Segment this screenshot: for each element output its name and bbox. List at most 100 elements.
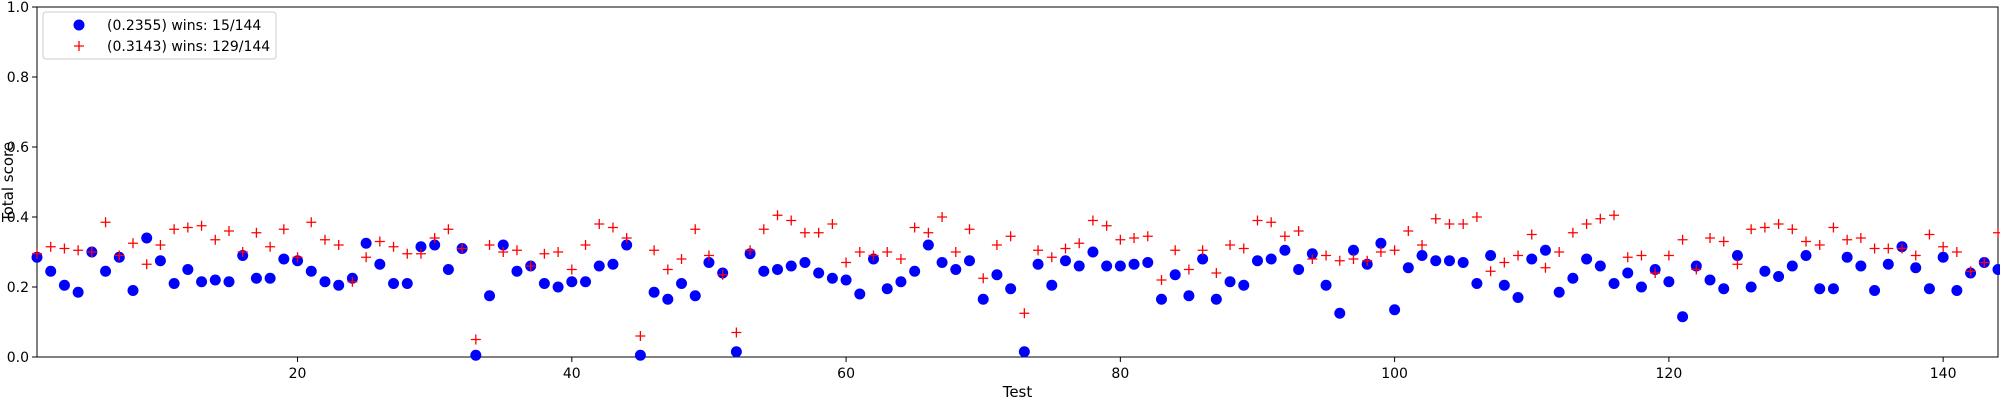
data-point-plus — [758, 224, 769, 235]
data-point-plus — [1362, 255, 1373, 266]
x-tick-label: 40 — [563, 366, 581, 382]
data-point-plus — [1458, 219, 1469, 229]
data-point-plus — [1869, 243, 1880, 254]
data-point-plus — [265, 241, 276, 252]
data-point-plus — [799, 227, 810, 238]
legend-entry-series-1: (0.2355) wins: 15/144 — [107, 18, 261, 34]
data-point-plus — [1910, 250, 1921, 261]
data-point-plus — [868, 250, 879, 261]
data-point-plus — [1293, 226, 1304, 236]
data-point-plus — [731, 327, 742, 338]
y-axis-label: Total score — [0, 142, 17, 223]
data-point-plus — [1142, 231, 1153, 242]
data-point-circle — [401, 278, 413, 289]
data-point-circle — [1142, 257, 1154, 268]
data-point-circle — [1197, 253, 1209, 265]
data-point-plus — [991, 240, 1002, 250]
data-point-plus — [319, 234, 330, 245]
data-point-circle — [1827, 283, 1839, 295]
data-point-circle — [415, 241, 427, 253]
data-point-plus — [498, 247, 509, 257]
data-point-circle — [1814, 283, 1826, 295]
data-point-circle — [1169, 269, 1181, 281]
data-point-plus — [114, 250, 125, 261]
data-point-plus — [1938, 241, 1949, 252]
data-point-circle — [1306, 248, 1318, 260]
data-point-plus — [854, 247, 865, 257]
data-point-plus — [1595, 213, 1606, 224]
data-point-circle — [360, 237, 372, 249]
data-point-plus — [1855, 233, 1866, 243]
data-point-circle — [1128, 258, 1140, 270]
data-point-plus — [635, 331, 646, 341]
data-point-plus — [511, 245, 522, 256]
data-point-plus — [443, 224, 454, 235]
data-point-plus — [1389, 245, 1400, 256]
data-point-plus — [1033, 245, 1044, 256]
data-point-circle — [1526, 253, 1538, 265]
data-point-plus — [950, 247, 961, 257]
data-point-circle — [1923, 283, 1935, 295]
data-point-circle — [758, 265, 770, 277]
data-point-circle — [580, 276, 592, 288]
data-point-plus — [1554, 247, 1565, 257]
data-point-plus — [1334, 255, 1345, 266]
data-point-circle — [264, 272, 276, 284]
data-point-circle — [1581, 253, 1593, 265]
data-point-plus — [553, 247, 564, 257]
data-point-circle — [1539, 244, 1551, 256]
data-point-plus — [1636, 250, 1647, 261]
x-tick-label: 140 — [1930, 366, 1957, 382]
data-point-circle — [1224, 276, 1236, 288]
data-point-plus — [1951, 247, 1962, 257]
data-point-circle — [1265, 253, 1277, 265]
data-point-plus — [1403, 226, 1414, 236]
data-point-plus — [1005, 231, 1016, 242]
data-point-circle — [250, 272, 262, 284]
data-point-circle — [1869, 285, 1881, 296]
data-point-plus — [827, 219, 838, 229]
x-axis: 20 40 60 80 100 120 140 — [289, 357, 1957, 382]
data-point-plus — [388, 241, 399, 252]
data-point-plus — [772, 210, 783, 221]
data-point-circle — [1992, 264, 2000, 275]
data-point-circle — [1745, 281, 1757, 293]
data-point-plus — [978, 273, 989, 284]
data-point-circle — [388, 278, 400, 289]
data-point-plus — [649, 245, 660, 256]
data-point-plus — [1993, 227, 2000, 238]
data-point-plus — [841, 257, 852, 268]
legend-entry-series-2: (0.3143) wins: 129/144 — [107, 39, 270, 55]
data-point-plus — [1526, 229, 1537, 240]
data-point-circle — [511, 265, 523, 277]
data-point-plus — [1252, 215, 1263, 226]
data-point-circle — [1416, 250, 1428, 261]
data-point-circle — [552, 281, 564, 293]
data-point-circle — [1622, 267, 1634, 279]
data-point-plus — [1622, 252, 1633, 263]
data-point-circle — [1718, 283, 1730, 295]
data-point-circle — [1018, 346, 1030, 358]
data-point-plus — [484, 240, 495, 250]
data-point-plus — [1417, 240, 1428, 250]
data-point-circle — [319, 276, 331, 288]
y-tick-label: 0.0 — [7, 350, 29, 366]
data-point-plus — [127, 238, 138, 249]
y-tick-label: 0.6 — [7, 140, 29, 156]
data-point-plus — [1430, 213, 1441, 224]
data-point-circle — [1347, 244, 1359, 256]
data-point-circle — [593, 260, 605, 272]
data-point-circle — [1759, 265, 1771, 277]
data-point-circle — [950, 264, 962, 275]
data-point-plus — [1663, 250, 1674, 261]
data-point-circle — [703, 257, 715, 268]
data-point-plus — [292, 252, 303, 263]
legend-marker-circle — [73, 19, 85, 31]
data-point-circle — [141, 232, 153, 244]
data-point-plus — [594, 219, 605, 229]
data-point-plus — [937, 212, 948, 222]
data-point-circle — [470, 349, 482, 361]
data-point-plus — [457, 243, 468, 254]
data-point-plus — [1444, 219, 1455, 229]
